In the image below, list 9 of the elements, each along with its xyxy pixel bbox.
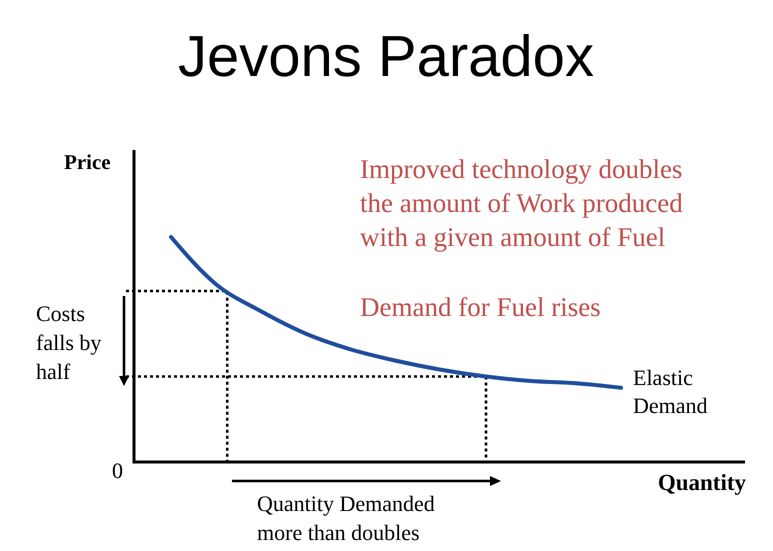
series-label: Elastic Demand (633, 364, 708, 418)
x-axis-title: Quantity (658, 470, 746, 495)
chart-title: Jevons Paradox (178, 24, 594, 89)
text: Quantity Demanded more than doubles (257, 491, 435, 545)
text: 0 (112, 458, 123, 483)
annotation: Demand for Fuel rises (360, 292, 601, 322)
text: Costs falls by half (36, 301, 102, 384)
y-axis-title: Price (64, 150, 111, 174)
annotation: Improved technology doubles the amount of Work produced with a given amount of Fuel (360, 154, 684, 252)
